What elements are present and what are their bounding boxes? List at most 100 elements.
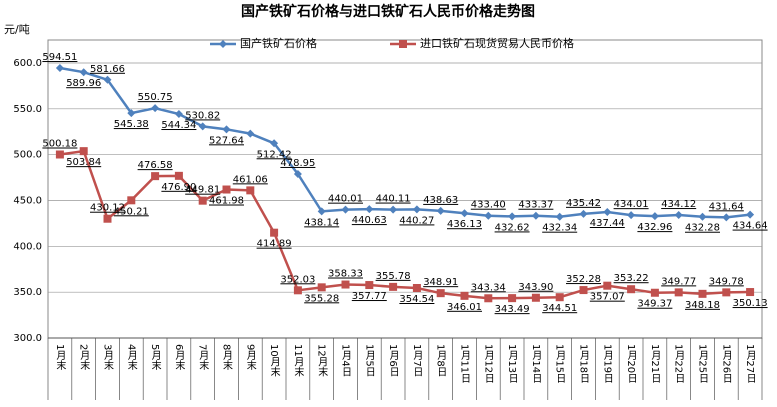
value-label: 461.98 — [209, 196, 244, 207]
point — [341, 205, 350, 214]
value-label: 432.34 — [542, 223, 577, 234]
value-label: 449.81 — [185, 185, 220, 196]
value-label: 478.95 — [280, 158, 315, 169]
point — [603, 208, 612, 217]
value-label: 476.90 — [161, 182, 196, 193]
value-label: 349.78 — [709, 276, 744, 287]
value-label: 440.01 — [328, 194, 363, 205]
point — [460, 291, 469, 300]
x-tick-label: 1月27日 — [744, 344, 756, 383]
x-tick-label: 1月8日 — [435, 344, 447, 377]
value-label: 355.28 — [304, 293, 339, 304]
legend-label: 国产铁矿石价格 — [240, 36, 317, 50]
point — [222, 125, 231, 134]
point — [198, 122, 207, 131]
point — [55, 150, 64, 159]
value-label: 343.90 — [518, 282, 553, 293]
value-label: 440.11 — [376, 194, 411, 205]
value-label: 512.42 — [257, 149, 292, 160]
value-label: 434.12 — [661, 199, 696, 210]
value-label: 450.21 — [114, 206, 149, 217]
value-label: 348.18 — [685, 300, 720, 311]
y-tick-label: 500.0 — [13, 150, 42, 161]
point — [151, 172, 160, 181]
point — [127, 196, 136, 205]
x-tick-label: 10月末 — [268, 344, 280, 378]
x-tick-label: 4月末 — [125, 344, 137, 371]
value-label: 343.49 — [495, 304, 530, 315]
x-tick-label: 1月末 — [54, 344, 66, 371]
point — [484, 294, 493, 303]
point — [365, 281, 374, 290]
point — [79, 147, 88, 156]
value-label: 438.14 — [304, 217, 339, 228]
y-tick-label: 300.0 — [13, 333, 42, 344]
point — [246, 186, 255, 195]
value-label: 432.96 — [637, 222, 672, 233]
point — [460, 209, 469, 218]
point — [603, 281, 612, 290]
y-tick-label: 450.0 — [13, 196, 42, 207]
chart-title: 国产铁矿石价格与进口铁矿石人民币价格走势图 — [241, 3, 535, 20]
point — [555, 293, 564, 302]
x-tick-label: 8月末 — [221, 344, 233, 371]
x-tick-label: 1月20日 — [625, 344, 637, 383]
value-label: 355.78 — [376, 271, 411, 282]
value-label: 432.28 — [685, 223, 720, 234]
legend-marker — [399, 40, 407, 48]
value-label: 433.40 — [471, 200, 506, 211]
point — [555, 212, 564, 221]
x-tick-label: 6月末 — [173, 344, 185, 371]
point — [674, 211, 683, 220]
point — [627, 211, 636, 220]
value-label: 431.64 — [709, 201, 744, 212]
point — [650, 288, 659, 297]
value-label: 545.38 — [114, 119, 149, 130]
x-tick-label: 1月7日 — [411, 344, 423, 377]
value-label: 344.51 — [542, 303, 577, 314]
point — [531, 211, 540, 220]
value-label: 440.63 — [352, 215, 387, 226]
x-tick-label: 1月26日 — [720, 344, 732, 383]
value-label: 358.33 — [328, 269, 363, 280]
point — [79, 68, 88, 77]
x-tick-label: 11月末 — [292, 344, 304, 378]
value-label: 357.07 — [590, 292, 625, 303]
value-label: 349.77 — [661, 276, 696, 287]
value-label: 348.91 — [423, 277, 458, 288]
value-label: 438.63 — [423, 195, 458, 206]
point — [293, 286, 302, 295]
point — [389, 205, 398, 214]
point — [222, 185, 231, 194]
point — [317, 283, 326, 292]
point — [436, 206, 445, 215]
y-tick-label: 600.0 — [13, 58, 42, 69]
value-label: 440.27 — [399, 215, 434, 226]
x-tick-label: 1月18日 — [578, 344, 590, 383]
point — [698, 212, 707, 221]
point — [103, 75, 112, 84]
point — [412, 284, 421, 293]
x-tick-label: 7月末 — [197, 344, 209, 371]
x-tick-label: 1月12日 — [482, 344, 494, 383]
value-label: 430.12 — [90, 203, 125, 214]
x-tick-label: 1月11日 — [459, 344, 471, 383]
value-label: 435.42 — [566, 198, 601, 209]
value-label: 414.89 — [257, 239, 292, 250]
x-tick-label: 2月末 — [78, 344, 90, 371]
value-label: 461.06 — [233, 174, 268, 185]
point — [151, 104, 160, 113]
point — [365, 205, 374, 214]
point — [627, 285, 636, 294]
legend-label: 进口铁矿石现货贸易人民币价格 — [420, 36, 574, 50]
point — [293, 169, 302, 178]
point — [198, 196, 207, 205]
point — [484, 211, 493, 220]
value-label: 343.34 — [471, 282, 506, 293]
x-tick-label: 1月14日 — [530, 344, 542, 383]
y-tick-label: 400.0 — [13, 241, 42, 252]
value-label: 476.58 — [138, 160, 173, 171]
value-label: 352.03 — [280, 274, 315, 285]
value-label: 432.62 — [495, 222, 530, 233]
value-label: 503.84 — [66, 157, 101, 168]
